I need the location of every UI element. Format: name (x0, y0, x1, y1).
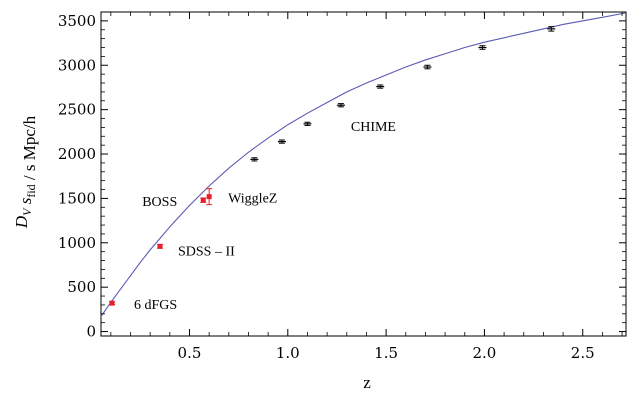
model-curve-layer (100, 12, 627, 317)
model-curve (100, 12, 627, 317)
survey-label: BOSS (142, 195, 177, 210)
y-tick-label: 500 (67, 278, 96, 296)
x-tick-label: 0.5 (178, 344, 202, 362)
y-tick-label: 1000 (58, 234, 96, 252)
survey-label: WiggleZ (228, 192, 277, 207)
y-tick-label: 0 (86, 323, 96, 341)
data-point (200, 197, 206, 203)
y-tick-label: 1500 (58, 189, 96, 207)
y-tick-label: 3500 (58, 12, 96, 30)
data-point (206, 194, 212, 200)
y-axis-label: DV sfid / s Mpc/h (12, 115, 39, 229)
x-tick-label: 1.0 (276, 344, 300, 362)
y-tick-label: 3000 (58, 56, 96, 74)
x-tick-label: 1.5 (374, 344, 398, 362)
annotations-layer: 6 dFGS SDSS – II BOSS WiggleZ CHIME (134, 120, 396, 313)
y-tick-label: 2500 (58, 101, 96, 119)
x-tick-label: 2.0 (472, 344, 496, 362)
data-point (157, 243, 163, 249)
survey-label: 6 dFGS (134, 298, 177, 313)
data-point (109, 300, 115, 306)
plot-border (100, 11, 627, 337)
survey-label: CHIME (351, 120, 396, 135)
ticks-layer: 0.5 1.0 1.5 2.0 2.5 0 500 1000 1500 2000 2500 3000 3… (58, 12, 626, 362)
data-points-layer (109, 26, 556, 306)
x-axis-label: z (363, 373, 371, 392)
y-tick-label: 2000 (58, 145, 96, 163)
plot-frame (100, 11, 627, 337)
survey-label: SDSS – II (178, 244, 235, 259)
x-tick-label: 2.5 (571, 344, 595, 362)
